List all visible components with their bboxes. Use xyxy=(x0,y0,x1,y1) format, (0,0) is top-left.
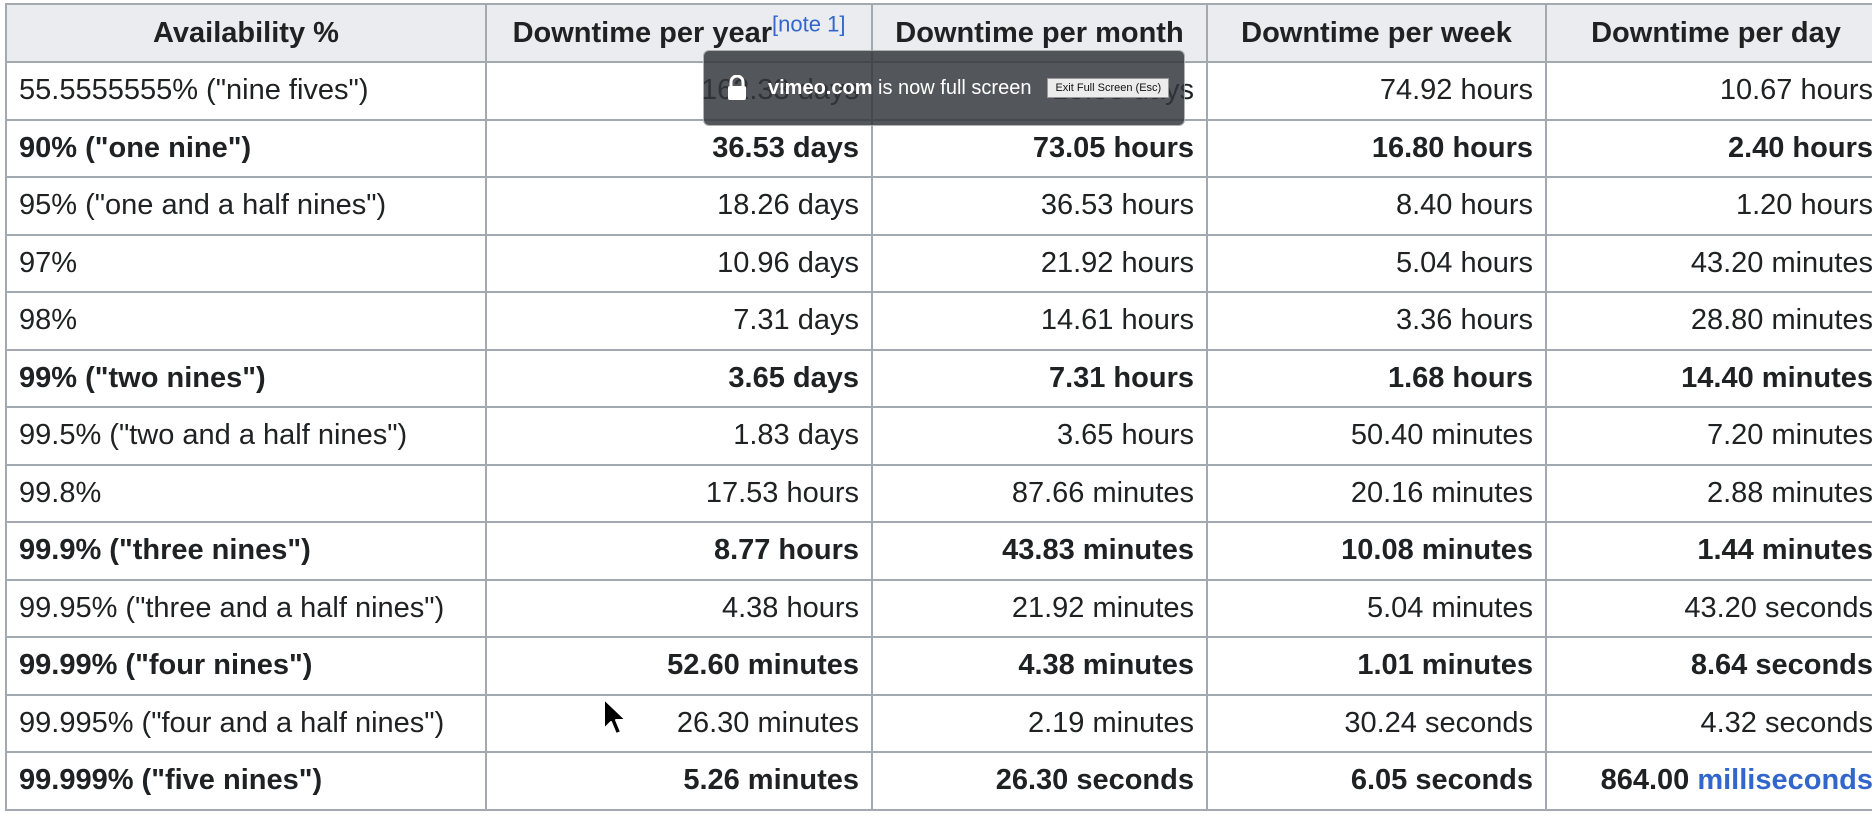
cell-downtime-year: 52.60 minutes xyxy=(485,636,873,696)
table-row: 90% ("one nine") 36.53 days 73.05 hours … xyxy=(5,118,1872,178)
cell-downtime-week: 5.04 minutes xyxy=(1206,578,1547,638)
cell-downtime-year: 17.53 hours xyxy=(485,463,873,523)
table-row: 95% ("one and a half nines") 18.26 days … xyxy=(5,176,1872,236)
cell-availability: 99.99% ("four nines") xyxy=(5,636,487,696)
cell-availability: 99.999% ("five nines") xyxy=(5,751,487,811)
cell-downtime-month: 87.66 minutes xyxy=(871,463,1208,523)
mouse-cursor-icon xyxy=(603,698,627,735)
cell-downtime-year: 5.26 minutes xyxy=(485,751,873,811)
table-row: 99.95% ("three and a half nines") 4.38 h… xyxy=(5,578,1872,638)
cell-downtime-day: 2.40 hours xyxy=(1545,118,1872,178)
cell-downtime-month: 26.30 seconds xyxy=(871,751,1208,811)
cell-downtime-week: 50.40 minutes xyxy=(1206,406,1547,466)
cell-downtime-day: 7.20 minutes xyxy=(1545,406,1872,466)
table-row: 99.5% ("two and a half nines") 1.83 days… xyxy=(5,406,1872,466)
cell-downtime-week: 30.24 seconds xyxy=(1206,693,1547,753)
cell-downtime-week: 1.01 minutes xyxy=(1206,636,1547,696)
cell-downtime-month: 7.31 hours xyxy=(871,348,1208,408)
cell-availability: 98% xyxy=(5,291,487,351)
table-row: 99% ("two nines") 3.65 days 7.31 hours 1… xyxy=(5,348,1872,408)
table-row: 99.99% ("four nines") 52.60 minutes 4.38… xyxy=(5,636,1872,696)
cell-downtime-month: 21.92 minutes xyxy=(871,578,1208,638)
milliseconds-link[interactable]: milliseconds xyxy=(1697,764,1872,797)
table-row: 99.8% 17.53 hours 87.66 minutes 20.16 mi… xyxy=(5,463,1872,523)
cell-downtime-week: 6.05 seconds xyxy=(1206,751,1547,811)
cell-downtime-week: 16.80 hours xyxy=(1206,118,1547,178)
cell-downtime-day: 28.80 minutes xyxy=(1545,291,1872,351)
cell-availability: 90% ("one nine") xyxy=(5,118,487,178)
header-downtime-week: Downtime per week xyxy=(1206,3,1547,63)
cell-availability: 99% ("two nines") xyxy=(5,348,487,408)
cell-downtime-day-value: 864.00 xyxy=(1600,764,1690,797)
cell-availability: 99.5% ("two and a half nines") xyxy=(5,406,487,466)
cell-downtime-month: 3.65 hours xyxy=(871,406,1208,466)
fullscreen-message: vimeo.com is now full screen xyxy=(768,77,1031,100)
cell-downtime-week: 8.40 hours xyxy=(1206,176,1547,236)
cell-availability: 99.9% ("three nines") xyxy=(5,521,487,581)
table-row: 98% 7.31 days 14.61 hours 3.36 hours 28.… xyxy=(5,291,1872,351)
cell-downtime-month: 43.83 minutes xyxy=(871,521,1208,581)
lock-icon xyxy=(728,75,746,100)
table-row: 99.9% ("three nines") 8.77 hours 43.83 m… xyxy=(5,521,1872,581)
cell-downtime-month: 4.38 minutes xyxy=(871,636,1208,696)
cell-downtime-day: 1.20 hours xyxy=(1545,176,1872,236)
header-downtime-day: Downtime per day xyxy=(1545,3,1872,63)
cell-availability: 99.995% ("four and a half nines") xyxy=(5,693,487,753)
header-availability: Availability % xyxy=(5,3,487,63)
cell-downtime-year: 7.31 days xyxy=(485,291,873,351)
fullscreen-notice: vimeo.com is now full screen Exit Full S… xyxy=(703,50,1185,126)
cell-downtime-year: 4.38 hours xyxy=(485,578,873,638)
fullscreen-message-text: is now full screen xyxy=(878,76,1032,99)
cell-downtime-week: 1.68 hours xyxy=(1206,348,1547,408)
cell-downtime-month: 73.05 hours xyxy=(871,118,1208,178)
cell-downtime-month: 14.61 hours xyxy=(871,291,1208,351)
cell-downtime-day: 14.40 minutes xyxy=(1545,348,1872,408)
cell-downtime-month: 21.92 hours xyxy=(871,233,1208,293)
cell-downtime-year: 18.26 days xyxy=(485,176,873,236)
table-row: 99.999% ("five nines") 5.26 minutes 26.3… xyxy=(5,751,1872,811)
cell-downtime-year: 8.77 hours xyxy=(485,521,873,581)
fullscreen-host: vimeo.com xyxy=(768,76,873,99)
cell-downtime-day: 43.20 seconds xyxy=(1545,578,1872,638)
cell-downtime-week: 3.36 hours xyxy=(1206,291,1547,351)
cell-downtime-month: 36.53 hours xyxy=(871,176,1208,236)
cell-downtime-year: 26.30 minutes xyxy=(485,693,873,753)
cell-availability: 99.95% ("three and a half nines") xyxy=(5,578,487,638)
availability-table: Availability % Downtime per year[note 1]… xyxy=(5,3,1872,811)
cell-availability: 99.8% xyxy=(5,463,487,523)
table-row: 97% 10.96 days 21.92 hours 5.04 hours 43… xyxy=(5,233,1872,293)
cell-availability: 97% xyxy=(5,233,487,293)
note-1-link[interactable]: [note 1] xyxy=(772,10,846,36)
cell-availability: 95% ("one and a half nines") xyxy=(5,176,487,236)
cell-downtime-week: 20.16 minutes xyxy=(1206,463,1547,523)
cell-availability: 55.5555555% ("nine fives") xyxy=(5,61,487,121)
cell-downtime-year: 3.65 days xyxy=(485,348,873,408)
cell-downtime-day: 10.67 hours xyxy=(1545,61,1872,121)
cell-downtime-day: 1.44 minutes xyxy=(1545,521,1872,581)
cell-downtime-day: 43.20 minutes xyxy=(1545,233,1872,293)
cell-downtime-day: 4.32 seconds xyxy=(1545,693,1872,753)
cell-downtime-day: 864.00 milliseconds xyxy=(1545,751,1872,811)
cell-downtime-year: 10.96 days xyxy=(485,233,873,293)
table-row: 99.995% ("four and a half nines") 26.30 … xyxy=(5,693,1872,753)
cell-downtime-year: 1.83 days xyxy=(485,406,873,466)
cell-downtime-month: 2.19 minutes xyxy=(871,693,1208,753)
cell-downtime-week: 10.08 minutes xyxy=(1206,521,1547,581)
cell-downtime-week: 74.92 hours xyxy=(1206,61,1547,121)
cell-downtime-day: 8.64 seconds xyxy=(1545,636,1872,696)
header-downtime-year-label: Downtime per year xyxy=(512,16,773,49)
exit-fullscreen-button[interactable]: Exit Full Screen (Esc) xyxy=(1047,78,1170,98)
cell-downtime-week: 5.04 hours xyxy=(1206,233,1547,293)
cell-downtime-day: 2.88 minutes xyxy=(1545,463,1872,523)
cell-downtime-year: 36.53 days xyxy=(485,118,873,178)
